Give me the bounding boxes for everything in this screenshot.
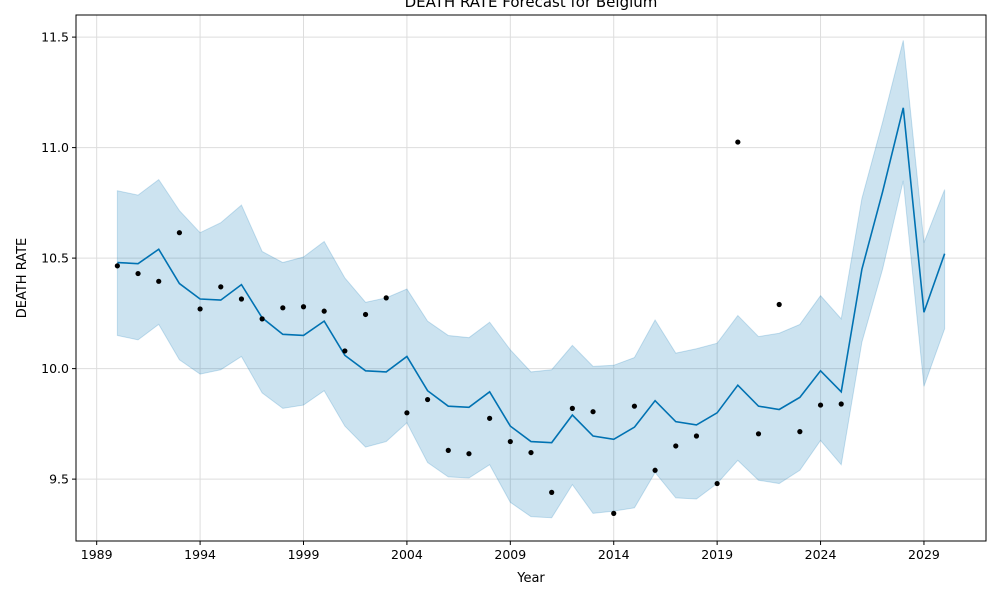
x-axis-label: Year: [516, 571, 545, 586]
observed-point: [652, 467, 658, 473]
observed-point: [321, 308, 327, 314]
forecast-line-layer: [117, 107, 946, 444]
observed-point: [507, 438, 513, 445]
x-tick-label: 1989: [81, 547, 113, 562]
observed-point: [590, 409, 596, 415]
observed-point: [466, 451, 472, 457]
plot-area-frame: [75, 14, 987, 542]
observed-point: [156, 278, 162, 284]
observed-point: [342, 348, 348, 354]
observed-point: [383, 295, 389, 301]
observed-point: [797, 429, 803, 435]
uncertainty-band-layer: [116, 40, 946, 519]
observed-point: [817, 402, 824, 408]
observed-point: [218, 284, 224, 290]
observed-point: [569, 405, 575, 411]
x-tick-label: 1994: [184, 547, 216, 562]
x-tick-label: 2019: [701, 547, 733, 562]
x-tick-label: 1999: [288, 547, 320, 562]
x-tick-label: 2014: [598, 547, 630, 562]
observed-point: [424, 396, 431, 403]
chart-title: DEATH RATE Forecast for Belgium: [405, 0, 658, 11]
observed-point: [176, 230, 183, 236]
observed-point: [693, 433, 700, 439]
observed-point: [445, 447, 451, 453]
observed-point: [673, 443, 679, 449]
observed-point: [776, 301, 782, 308]
y-axis-ticks: 9.5 10.0 10.5 11.0 11.5: [41, 30, 76, 487]
observed-point: [114, 263, 120, 269]
observed-point: [631, 403, 638, 409]
observed-point: [838, 401, 844, 407]
observed-point: [135, 270, 141, 277]
observed-point: [362, 311, 369, 318]
observed-point: [528, 449, 534, 456]
x-tick-label: 2029: [908, 547, 940, 562]
y-axis-label: DEATH RATE: [15, 238, 30, 319]
uncertainty-band: [116, 40, 946, 519]
observed-point: [238, 296, 245, 302]
y-tick-label: 9.5: [49, 472, 69, 487]
observed-point: [197, 306, 203, 312]
y-tick-label: 10.0: [41, 361, 69, 376]
observed-point: [259, 316, 265, 322]
observed-point: [404, 410, 410, 416]
observed-point: [487, 415, 493, 421]
x-tick-label: 2004: [391, 547, 423, 562]
x-axis-ticks: 1989 1994 1999 2004 2009 2014 2019 2024 2029: [81, 541, 940, 562]
observed-point: [300, 304, 307, 310]
observed-point: [735, 139, 741, 145]
observed-point: [611, 510, 617, 516]
observed-points-layer: [114, 139, 844, 516]
observed-point: [280, 305, 286, 311]
x-tick-label: 2009: [494, 547, 526, 562]
observed-point: [714, 480, 720, 487]
observed-point: [755, 431, 762, 437]
forecast-line: [117, 107, 946, 444]
y-tick-label: 11.5: [41, 30, 69, 45]
y-tick-label: 11.0: [41, 140, 69, 155]
grid-lines: [76, 15, 986, 541]
x-tick-label: 2024: [805, 547, 837, 562]
y-tick-label: 10.5: [41, 251, 69, 266]
observed-point: [549, 489, 555, 495]
